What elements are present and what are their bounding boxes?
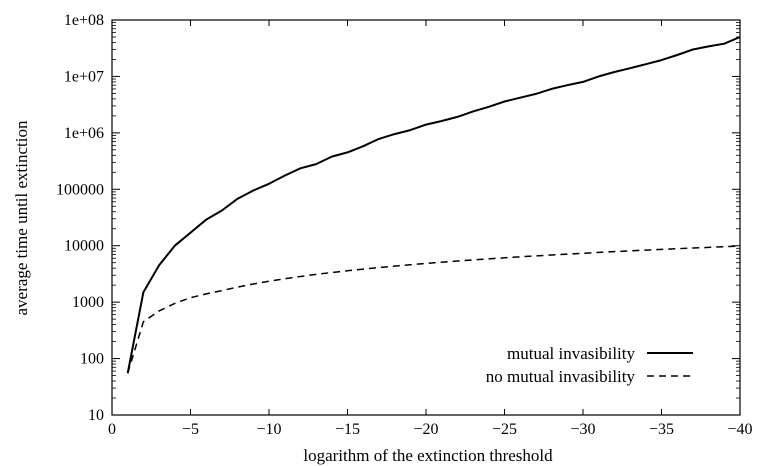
x-tick-label: −40: [727, 421, 752, 438]
x-tick-label: −25: [492, 421, 517, 438]
y-tick-label: 100: [80, 351, 104, 368]
x-tick-label: −20: [413, 421, 438, 438]
y-axis-title: average time until extinction: [12, 120, 31, 315]
x-tick-label: −15: [335, 421, 360, 438]
y-tick-label: 1e+07: [64, 68, 104, 85]
legend-label-no-mutual-invasibility: no mutual invasibility: [486, 367, 636, 386]
plot-border: [111, 19, 741, 416]
y-tick-label: 100000: [56, 181, 104, 198]
series-lines: [126, 36, 741, 374]
y-tick-label: 1e+06: [64, 125, 104, 142]
y-tick-label: 1e+08: [64, 12, 104, 29]
y-axis: 10 100 1000 10000 100000 1e+06 1e+07 1e+08: [56, 12, 740, 424]
y-tick-label: 10000: [64, 238, 104, 255]
legend: mutual invasibility no mutual invasibili…: [486, 344, 693, 386]
x-axis-title: logarithm of the extinction threshold: [303, 446, 553, 465]
x-tick-label: −10: [256, 421, 281, 438]
x-tick-label: −35: [649, 421, 674, 438]
x-tick-label: −5: [182, 421, 199, 438]
legend-label-mutual-invasibility: mutual invasibility: [507, 344, 635, 363]
y-tick-label: 10: [88, 407, 104, 424]
series-line-mutual-invasibility: [126, 36, 741, 374]
x-tick-label: −30: [570, 421, 595, 438]
y-tick-label: 1000: [72, 294, 104, 311]
plot-frame: [111, 19, 741, 416]
x-axis: 0 −5 −10 −15 −20 −25 −30 −35 −40: [108, 20, 753, 438]
x-tick-label: 0: [108, 421, 116, 438]
series-line-no-mutual-invasibility: [126, 245, 741, 374]
